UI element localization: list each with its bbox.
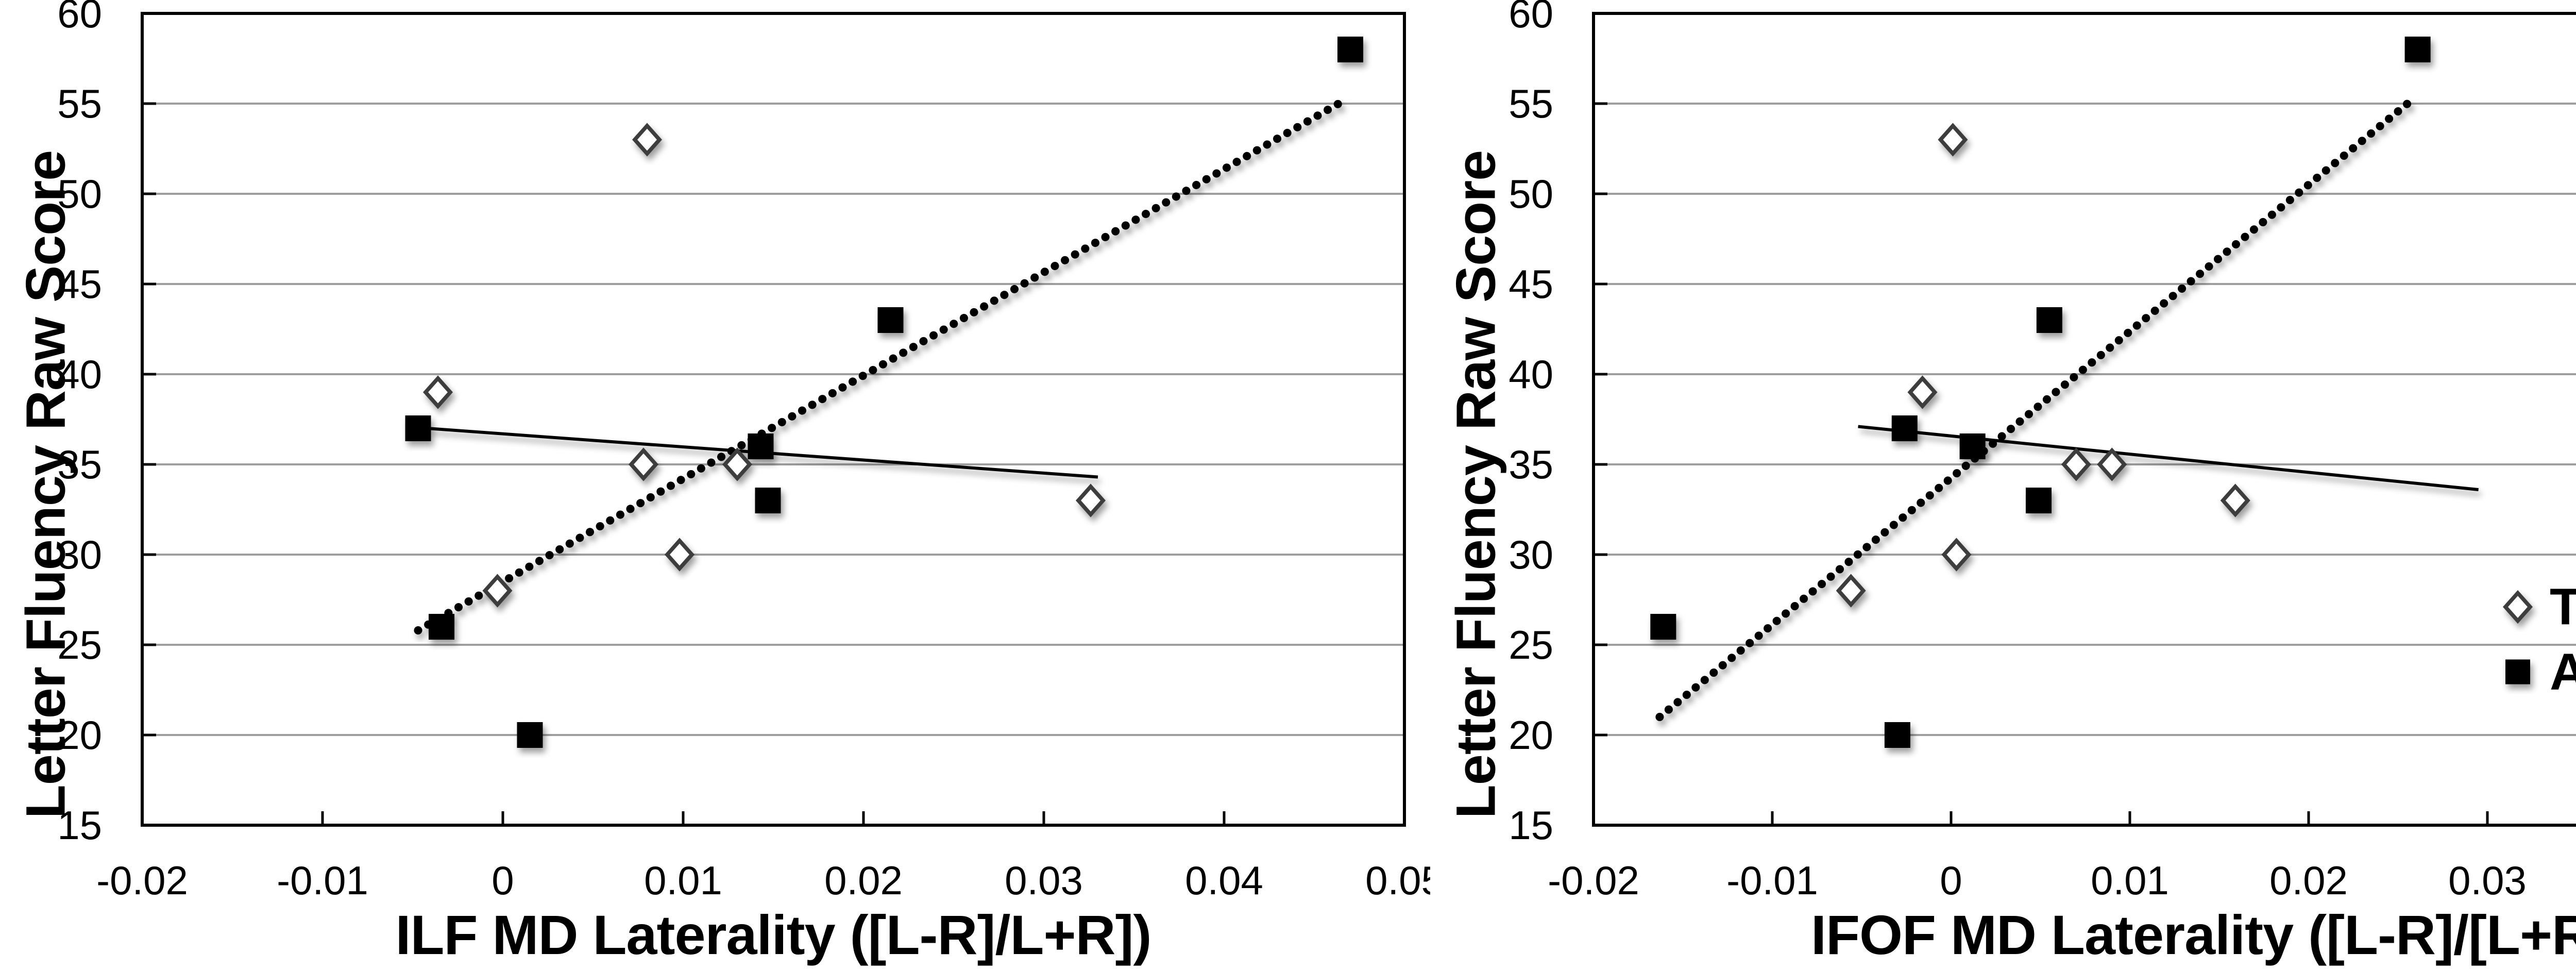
ilf-plot: 15 20 25 30 35 40 45 50 55 60 -0.02 -0.01 0 0.01 0.02 0… xyxy=(57,0,1430,903)
data-point-typical xyxy=(722,447,753,481)
x-tick-label: 0.02 xyxy=(2269,858,2348,903)
data-point-atypical xyxy=(1891,415,1918,441)
data-point-atypical xyxy=(2036,307,2062,333)
legend-label: Typical xyxy=(2550,578,2576,636)
y-tick-label: 50 xyxy=(57,171,102,216)
y-tick-label: 60 xyxy=(57,0,102,36)
x-axis-title-ifof: IFOF MD Laterality ([L-R]/[L+R]) xyxy=(1811,904,2576,966)
data-point-atypical xyxy=(1337,37,1363,62)
panel-ilf: 15 20 25 30 35 40 45 50 55 60 -0.02 -0.01 0 0.01 0.02 0… xyxy=(14,0,1431,966)
x-tick-label: 0.03 xyxy=(1005,858,1083,903)
data-point-typical xyxy=(664,538,695,572)
data-point-typical xyxy=(1907,375,1938,409)
data-point-typical xyxy=(2097,447,2127,481)
x-tick-label: 0.02 xyxy=(824,858,903,903)
y-tick-label: 25 xyxy=(1509,622,1553,667)
y-tick-label: 45 xyxy=(1509,261,1553,307)
data-point-atypical xyxy=(2026,488,2052,513)
data-point-typical xyxy=(1938,123,1968,157)
plot-border xyxy=(1592,12,2576,827)
ifof-plot: 15 20 25 30 35 40 45 50 55 60 -0.02 -0.01 0 0.01 0.02 0… xyxy=(1509,0,2576,903)
y-tick-label: 25 xyxy=(57,622,102,667)
legend-label: Atypical xyxy=(2550,643,2576,701)
y-tick-label: 55 xyxy=(57,81,102,126)
y-tick-label: 35 xyxy=(1509,442,1553,487)
data-point-atypical xyxy=(1650,614,1676,640)
data-point-atypical xyxy=(2404,37,2431,62)
data-point-atypical xyxy=(405,415,431,441)
x-tick-label: 0 xyxy=(492,858,514,903)
data-point-typical xyxy=(1836,574,1866,608)
data-point-atypical xyxy=(517,722,543,748)
y-tick-label: 30 xyxy=(1509,532,1553,577)
data-point-atypical xyxy=(1884,722,1910,748)
x-tick-label: -0.02 xyxy=(96,858,188,903)
x-tick-label: -0.01 xyxy=(1726,858,1818,903)
y-tick-label: 55 xyxy=(1509,81,1553,126)
panel-ifof: 15 20 25 30 35 40 45 50 55 60 -0.02 -0.01 0 0.01 0.02 0… xyxy=(1430,0,2576,969)
y-tick-label: 40 xyxy=(1509,352,1553,397)
data-point-typical xyxy=(2220,483,2250,517)
data-point-typical xyxy=(482,574,513,608)
y-tick-label: 15 xyxy=(1509,803,1553,848)
x-tick-label: 0.05 xyxy=(1365,858,1430,903)
y-axis-title-left: Letter Fluency Raw Score xyxy=(14,150,77,819)
x-tick-label: 0.01 xyxy=(644,858,722,903)
y-tick-label: 60 xyxy=(1509,0,1553,36)
data-point-typical xyxy=(628,447,659,481)
legend-diamond-icon xyxy=(2502,590,2533,624)
x-tick-label: 0.01 xyxy=(2091,858,2169,903)
y-axis-title-right: Letter Fluency Raw Score xyxy=(1444,150,1507,819)
trendline-atypical xyxy=(1655,94,2418,721)
trendline-atypical xyxy=(414,96,1349,634)
y-tick-label: 30 xyxy=(57,532,102,577)
y-tick-label: 45 xyxy=(57,261,102,307)
x-tick-label: 0.03 xyxy=(2448,858,2527,903)
x-tick-label: -0.01 xyxy=(277,858,368,903)
y-tick-label: 35 xyxy=(57,442,102,487)
x-tick-label: 0 xyxy=(1940,858,1962,903)
data-point-atypical xyxy=(429,614,454,640)
y-tick-label: 20 xyxy=(57,712,102,758)
data-point-atypical xyxy=(748,433,774,459)
data-point-atypical xyxy=(1959,433,1986,459)
data-point-atypical xyxy=(877,307,904,333)
data-point-typical xyxy=(1075,483,1106,517)
data-point-typical xyxy=(1941,538,1972,572)
y-tick-label: 50 xyxy=(1509,171,1553,216)
data-point-atypical xyxy=(755,488,781,513)
x-axis-title-ilf: ILF MD Laterality ([L-R]/L+R]) xyxy=(395,904,1152,966)
data-point-typical xyxy=(632,123,663,157)
y-tick-label: 15 xyxy=(57,803,102,848)
y-tick-label: 40 xyxy=(57,352,102,397)
legend-square-icon xyxy=(2505,659,2530,684)
plot-border xyxy=(141,12,1406,827)
data-point-typical xyxy=(422,375,453,409)
x-tick-label: 0.04 xyxy=(1185,858,1263,903)
x-tick-label: -0.02 xyxy=(1548,858,1639,903)
data-point-typical xyxy=(2061,447,2091,481)
y-tick-label: 20 xyxy=(1509,712,1553,758)
